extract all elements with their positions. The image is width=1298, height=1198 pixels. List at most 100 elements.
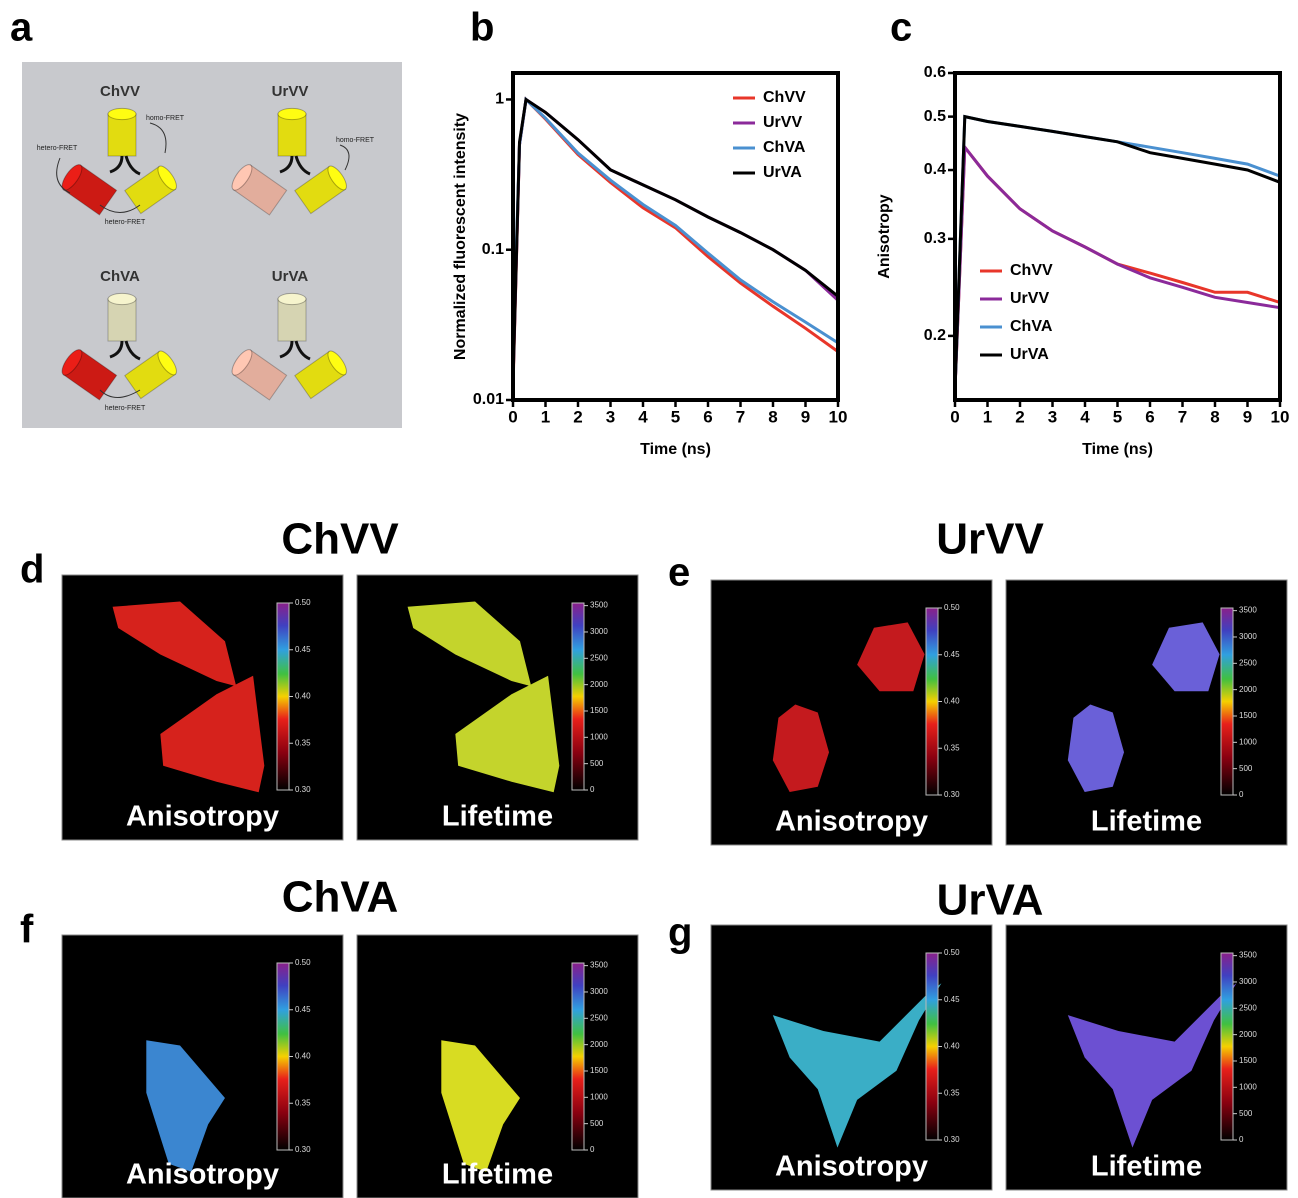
- colorbar-tick-label: 0.40: [944, 1042, 960, 1051]
- image-label: Lifetime: [1091, 806, 1202, 838]
- plot-frame: [955, 73, 1280, 400]
- fret-annotation: homo-FRET: [146, 115, 185, 122]
- colorbar-tick-label: 0.40: [295, 692, 311, 701]
- colorbar-tick-label: 0.35: [944, 743, 960, 752]
- x-tick-label: 8: [1210, 407, 1219, 426]
- construct-label: UrVA: [272, 268, 309, 285]
- panel-title: ChVV: [281, 515, 399, 564]
- x-tick-label: 10: [1271, 407, 1290, 426]
- x-tick-label: 9: [1243, 407, 1252, 426]
- y-tick-label: 1: [495, 91, 504, 108]
- image-label: Anisotropy: [775, 806, 928, 838]
- fret-annotation: hetero-FRET: [105, 219, 146, 226]
- colorbar-tick-label: 1000: [590, 1092, 608, 1101]
- x-tick-label: 6: [703, 407, 712, 426]
- colorbar-tick-label: 0.30: [295, 785, 311, 794]
- cylinder-body: [108, 299, 136, 341]
- y-tick-label: 0.5: [924, 108, 946, 125]
- colorbar-tick-label: 3500: [590, 601, 608, 610]
- colorbar-tick-label: 0.40: [944, 697, 960, 706]
- x-tick-label: 3: [1048, 407, 1057, 426]
- colorbar-tick-label: 0.50: [944, 948, 960, 957]
- x-tick-label: 6: [1145, 407, 1154, 426]
- colorbar-tick-label: 0.45: [944, 650, 960, 659]
- construct-label: UrVV: [272, 83, 309, 100]
- colorbar-tick-label: 0.45: [295, 645, 311, 654]
- colorbar-tick-label: 2500: [590, 1013, 608, 1022]
- y-tick-label: 0.3: [924, 230, 946, 247]
- y-axis-label: Anisotropy: [876, 194, 893, 279]
- colorbar-tick-label: 3500: [1239, 606, 1257, 615]
- data-line: [955, 147, 1280, 389]
- colorbar-tick-label: 1500: [1239, 711, 1257, 720]
- y-tick-label: 0.4: [924, 161, 946, 178]
- legend-label: ChVA: [763, 139, 806, 156]
- cylinder-body: [108, 114, 136, 156]
- x-tick-label: 4: [1080, 407, 1090, 426]
- y-tick-label: 0.6: [924, 64, 946, 81]
- construct-label: ChVV: [100, 83, 140, 100]
- colorbar-tick-label: 500: [590, 1119, 604, 1128]
- colorbar-tick-label: 500: [590, 759, 604, 768]
- colorbar-tick-label: 0.30: [944, 790, 960, 799]
- colorbar-tick-label: 0.45: [944, 995, 960, 1004]
- x-tick-label: 7: [1178, 407, 1187, 426]
- colorbar: [277, 963, 289, 1150]
- x-tick-label: 9: [801, 407, 810, 426]
- colorbar-tick-label: 0.30: [944, 1135, 960, 1144]
- y-tick-label: 0.1: [482, 241, 504, 258]
- colorbar-tick-label: 1000: [1239, 1082, 1257, 1091]
- colorbar-tick-label: 1000: [1239, 737, 1257, 746]
- colorbar-tick-label: 2000: [590, 680, 608, 689]
- panel-label: d: [20, 548, 44, 592]
- colorbar-tick-label: 2500: [1239, 658, 1257, 667]
- x-tick-label: 4: [638, 407, 648, 426]
- x-tick-label: 3: [606, 407, 615, 426]
- colorbar: [1221, 953, 1233, 1140]
- colorbar: [572, 603, 584, 790]
- legend-label: UrVA: [763, 164, 802, 181]
- cylinder-body: [278, 114, 306, 156]
- colorbar-tick-label: 0.35: [295, 1098, 311, 1107]
- x-axis-label: Time (ns): [1082, 441, 1153, 458]
- colorbar-tick-label: 500: [1239, 1109, 1253, 1118]
- cylinder-body: [278, 299, 306, 341]
- data-line: [955, 147, 1280, 389]
- legend-label: ChVV: [763, 89, 806, 106]
- cylinder-cap: [278, 108, 306, 119]
- x-tick-label: 0: [508, 407, 517, 426]
- colorbar-tick-label: 0: [590, 785, 595, 794]
- image-label: Anisotropy: [126, 801, 279, 833]
- colorbar-tick-label: 0.50: [295, 958, 311, 967]
- colorbar-tick-label: 0.35: [944, 1088, 960, 1097]
- y-axis-label: Normalized fluorescent intensity: [452, 113, 469, 360]
- x-tick-label: 5: [1113, 407, 1122, 426]
- colorbar-tick-label: 2500: [1239, 1003, 1257, 1012]
- fret-annotation: hetero-FRET: [105, 405, 146, 412]
- colorbar-tick-label: 3000: [1239, 632, 1257, 641]
- legend-label: UrVV: [1010, 290, 1049, 307]
- cylinder: [278, 293, 306, 341]
- panel-label: e: [668, 551, 690, 595]
- panel-title: UrVV: [936, 515, 1044, 564]
- legend-label: ChVV: [1010, 262, 1053, 279]
- colorbar-tick-label: 500: [1239, 764, 1253, 773]
- data-line: [955, 117, 1280, 390]
- colorbar-tick-label: 0: [590, 1145, 595, 1154]
- figure: abcdefgChVVUrVVChVAUrVAhetero-FREThomo-F…: [0, 0, 1298, 1198]
- x-tick-label: 7: [736, 407, 745, 426]
- x-tick-label: 10: [829, 407, 848, 426]
- legend-label: UrVV: [763, 114, 802, 131]
- colorbar: [572, 963, 584, 1150]
- colorbar-tick-label: 2000: [1239, 1030, 1257, 1039]
- fret-annotation: hetero-FRET: [37, 145, 78, 152]
- colorbar-tick-label: 1500: [590, 706, 608, 715]
- image-label: Lifetime: [1091, 1151, 1202, 1183]
- colorbar-tick-label: 0.50: [944, 603, 960, 612]
- image-label: Anisotropy: [775, 1151, 928, 1183]
- colorbar-tick-label: 1500: [1239, 1056, 1257, 1065]
- panel-label: b: [470, 6, 494, 50]
- colorbar-tick-label: 1500: [590, 1066, 608, 1075]
- construct-label: ChVA: [100, 268, 140, 285]
- colorbar: [926, 608, 938, 795]
